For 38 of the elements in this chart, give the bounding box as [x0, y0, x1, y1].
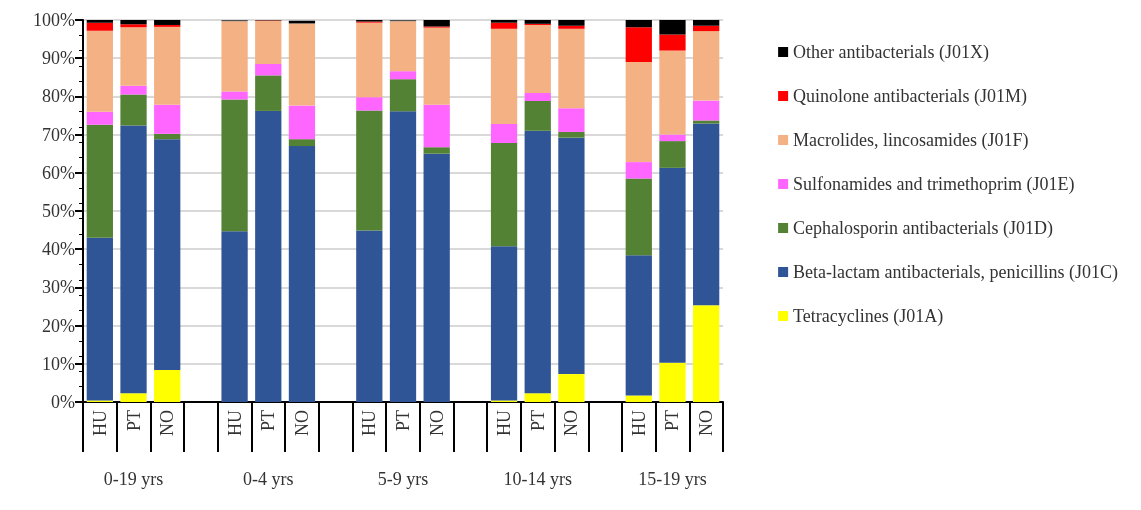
x-tick-label: HU [224, 410, 245, 436]
text: 10-14 yrs [503, 469, 572, 489]
x-tick-label: PT [527, 410, 548, 432]
legend-label: Beta-lactam antibacterials, penicillins (J01C) [793, 262, 1119, 283]
x-tick-label: NO [157, 410, 178, 436]
x-tick-label: HU [359, 410, 380, 436]
y-tick-label: 60% [42, 162, 75, 183]
x-tick-label: PT [393, 410, 413, 432]
legend-label: Cephalosporin antibacterials (J01D) [793, 218, 1054, 239]
y-tick-label: 20% [42, 315, 75, 336]
y-tick-label: 100% [33, 10, 75, 30]
x-tick-label: HU [89, 410, 110, 436]
legend-label: Quinolone antibacterials (J01M) [793, 86, 1028, 107]
x-tick-label: NO [561, 410, 582, 436]
y-tick-label: 40% [42, 239, 75, 260]
y-tick-label: 30% [42, 277, 75, 298]
text: 0-19 yrs [103, 469, 164, 489]
x-tick-label: PT [258, 410, 279, 432]
x-tick-label: PT [662, 410, 683, 432]
text: 0-4 yrs [243, 469, 294, 489]
x-tick-label: HU [628, 410, 649, 436]
legend-label: Sulfonamides and trimethoprim (J01E) [793, 174, 1075, 195]
legend-label: Macrolides, lincosamides (J01F) [793, 130, 1029, 151]
legend-label: Tetracyclines (J01A) [793, 306, 944, 327]
x-tick-label: NO [291, 410, 312, 436]
y-tick-label: 80% [42, 86, 75, 107]
legend-label: Other antibacterials (J01X) [793, 42, 990, 63]
x-tick-label: NO [696, 410, 717, 436]
x-tick-label: NO [426, 410, 447, 436]
text: 5-9 yrs [377, 469, 429, 489]
y-tick-label: 90% [42, 48, 75, 69]
y-tick-label: 70% [42, 124, 75, 145]
x-tick-label: PT [123, 410, 144, 432]
y-tick-label: 10% [42, 353, 75, 374]
y-tick-label: 50% [42, 201, 75, 221]
text: 15-19 yrs [638, 469, 707, 489]
y-tick-label: 0% [51, 392, 75, 412]
x-tick-label: HU [494, 410, 515, 436]
